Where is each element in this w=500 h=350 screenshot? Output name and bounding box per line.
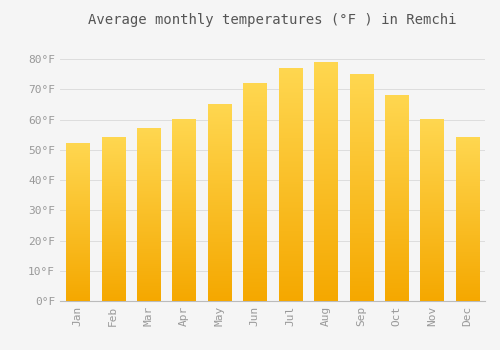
Title: Average monthly temperatures (°F ) in Remchi: Average monthly temperatures (°F ) in Re… [88,13,457,27]
